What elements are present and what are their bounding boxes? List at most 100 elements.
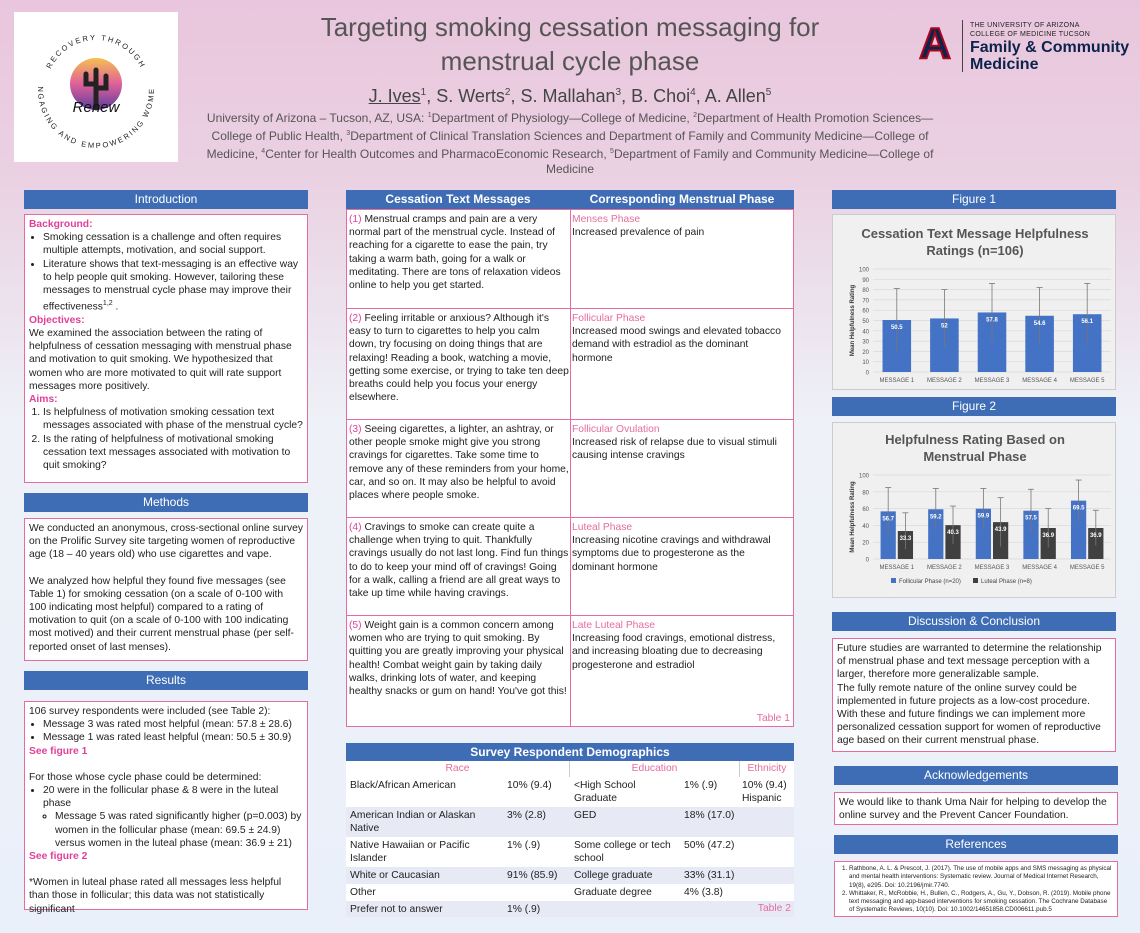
table1-header: Cessation Text Messages Corresponding Me…: [346, 190, 794, 209]
x-tick-label: MESSAGE 2: [927, 378, 962, 384]
data-label: 40.3: [947, 530, 959, 536]
y-tick-label: 10: [862, 360, 869, 366]
legend-label: Luteal Phase (n=8): [981, 579, 1032, 585]
table1-row: (5) Weight gain is a common concern amon…: [349, 620, 776, 698]
intro-header: Introduction: [24, 190, 308, 209]
renew-logo: Renew RECOVERY THROUGH ENGAGING AND EMPO…: [14, 12, 178, 162]
x-tick-label: MESSAGE 4: [1022, 378, 1057, 384]
legend-label: Follicular Phase (n=20): [899, 579, 961, 585]
figure1: Cessation Text Message Helpfulness Ratin…: [832, 214, 1116, 390]
table1-row: (2) Feeling irritable or anxious? Althou…: [347, 309, 793, 420]
table1-caption: Table 1: [756, 713, 790, 724]
table2-row: American Indian or Alaskan Native 3% (2.…: [346, 807, 794, 837]
table1-row: (4) Cravings to smoke can create quite a…: [347, 518, 793, 616]
ua-a-icon: A: [918, 20, 952, 64]
ua-top1: THE UNIVERSITY OF ARIZONA: [970, 22, 1080, 29]
data-label: 57.8: [986, 317, 998, 323]
y-tick-label: 0: [866, 371, 870, 377]
y-tick-label: 60: [862, 507, 869, 513]
figure2-title: Helpfulness Rating Based on Menstrual Ph…: [885, 432, 1065, 464]
chart-bar: [928, 509, 944, 559]
intro-box: Background: Smoking cessation is a chall…: [24, 214, 308, 483]
data-label: 36.9: [1042, 533, 1054, 539]
table2-caption: Table 2: [757, 902, 791, 914]
data-label: 56.1: [1081, 319, 1093, 325]
data-label: 36.9: [1090, 533, 1102, 539]
x-tick-label: MESSAGE 2: [927, 565, 962, 571]
x-tick-label: MESSAGE 3: [975, 565, 1010, 571]
y-tick-label: 100: [859, 268, 870, 274]
table2-row: Other Graduate degree 4% (3.8): [350, 887, 723, 898]
x-tick-label: MESSAGE 3: [975, 378, 1010, 384]
ua-dept2: Medicine: [970, 56, 1039, 73]
y-tick-label: 20: [862, 350, 869, 356]
results-header: Results: [24, 671, 308, 690]
y-tick-label: 80: [862, 490, 869, 496]
x-tick-label: MESSAGE 5: [1070, 378, 1105, 384]
y-tick-label: 0: [866, 558, 870, 564]
chart-bar: [880, 511, 896, 559]
data-label: 59.2: [930, 514, 942, 520]
data-label: 57.5: [1025, 516, 1037, 522]
figure2-header: Figure 2: [832, 397, 1116, 416]
data-label: 59.9: [978, 514, 990, 520]
ua-logo: A THE UNIVERSITY OF ARIZONA COLLEGE OF M…: [912, 20, 1132, 80]
table1-row: (3) Seeing cigarettes, a lighter, an ash…: [347, 420, 793, 518]
ua-dept1: Family & Community: [970, 39, 1130, 56]
data-label: 52: [941, 323, 948, 329]
table1: (1) Menstrual cramps and pain are a very…: [346, 209, 794, 727]
y-axis-label: Mean Helpfulness Rating: [850, 284, 856, 356]
table2-row: White or Caucasian 91% (85.9) College gr…: [346, 867, 794, 884]
legend-swatch: [973, 578, 978, 583]
y-tick-label: 80: [862, 288, 869, 294]
data-label: 33.3: [900, 536, 912, 542]
x-tick-label: MESSAGE 1: [879, 378, 914, 384]
ack-header: Acknowledgements: [834, 766, 1118, 785]
x-tick-label: MESSAGE 5: [1070, 565, 1105, 571]
data-label: 43.9: [995, 527, 1007, 533]
y-axis-label: Mean Helpfulness Rating: [850, 481, 856, 553]
refs-header: References: [834, 835, 1118, 854]
table2: Race Education Ethnicity Black/African A…: [346, 761, 794, 917]
x-tick-label: MESSAGE 1: [879, 565, 914, 571]
figure1-title: Cessation Text Message Helpfulness Ratin…: [861, 226, 1089, 258]
y-tick-label: 30: [862, 340, 869, 346]
refs-box: Rathbone, A. L. & Prescot, J. (2017). Th…: [834, 861, 1118, 917]
chart-bar: [975, 508, 991, 559]
ack-box: We would like to thank Uma Nair for help…: [834, 792, 1118, 825]
authors: J. Ives1, S. Werts2, S. Mallahan3, B. Ch…: [368, 86, 772, 106]
figure1-chart: 0 10 20 30 40 50 60 70 80 90 100 Mean Helpfulness R…: [850, 268, 1111, 384]
chart-bar: [1023, 510, 1039, 559]
x-tick-label: MESSAGE 4: [1022, 565, 1057, 571]
discussion-box: Future studies are warranted to determin…: [832, 638, 1116, 752]
affiliations: University of Arizona – Tucson, AZ, USA:…: [206, 111, 934, 176]
y-tick-label: 60: [862, 309, 869, 315]
table2-row: Native Hawaiian or Pacific Islander 1% (…: [350, 840, 735, 865]
table2-row: Prefer not to answer 1% (.9): [346, 901, 794, 917]
methods-header: Methods: [24, 493, 308, 512]
y-tick-label: 20: [862, 541, 869, 547]
table2-header: Survey Respondent Demographics: [346, 743, 794, 761]
y-tick-label: 90: [862, 278, 869, 284]
data-label: 54.6: [1034, 321, 1046, 327]
chart-bar: [1070, 500, 1087, 559]
data-label: 50.5: [891, 325, 903, 331]
y-tick-label: 70: [862, 298, 869, 304]
methods-box: We conducted an anonymous, cross-section…: [24, 518, 308, 661]
table1-row: (1) Menstrual cramps and pain are a very…: [347, 210, 793, 309]
discussion-header: Discussion & Conclusion: [832, 612, 1116, 631]
legend-swatch: [891, 578, 896, 583]
poster-title: Targeting smoking cessation messaging fo…: [320, 12, 820, 76]
y-tick-label: 40: [862, 329, 869, 335]
svg-text:A: A: [919, 20, 951, 64]
table2-row: Black/African American 10% (9.4) <High S…: [350, 780, 787, 805]
y-tick-label: 40: [862, 524, 869, 530]
results-box: 106 survey respondents were included (se…: [24, 701, 308, 915]
data-label: 69.5: [1073, 506, 1085, 512]
y-tick-label: 100: [859, 474, 870, 480]
renew-word: Renew: [73, 99, 121, 116]
figure1-header: Figure 1: [832, 190, 1116, 209]
figure2: Helpfulness Rating Based on Menstrual Ph…: [832, 422, 1116, 598]
data-label: 56.7: [882, 516, 894, 522]
